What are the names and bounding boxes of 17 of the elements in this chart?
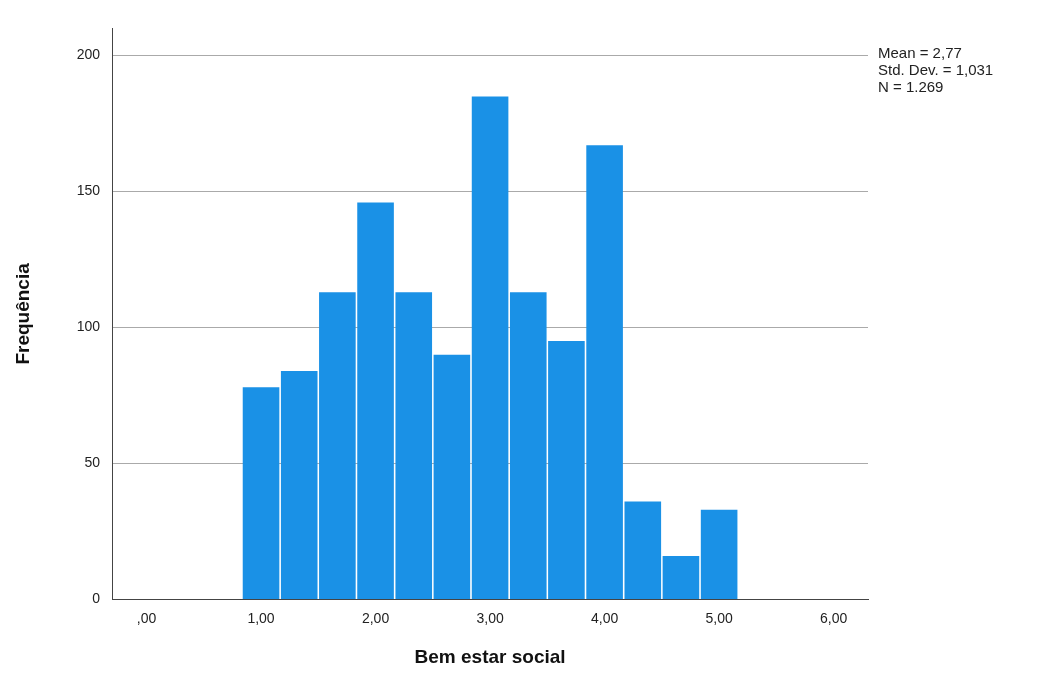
x-tick-label: 4,00 [590, 609, 619, 626]
text: N = 1.269 [878, 78, 944, 96]
y-tick-label: 0 [92, 590, 101, 607]
y-axis-title: Frequência [11, 262, 33, 365]
x-tick-label: 5,00 [705, 609, 733, 626]
y-tick-label: 50 [84, 454, 101, 471]
x-tick-label: ,00 [136, 609, 157, 626]
text: Mean = 2,77 [878, 44, 962, 62]
x-tick-label: 2,00 [361, 609, 390, 626]
x-tick-label: 6,00 [820, 609, 848, 626]
y-tick-label: 200 [76, 46, 101, 63]
text: Std. Dev. = 1,031 [878, 61, 994, 79]
y-tick-label: 150 [76, 182, 101, 199]
y-tick-label: 100 [76, 318, 101, 335]
x-tick-label: 1,00 [247, 609, 275, 626]
x-tick-label: 3,00 [476, 609, 504, 626]
x-axis-title: Bem estar social [414, 645, 566, 667]
